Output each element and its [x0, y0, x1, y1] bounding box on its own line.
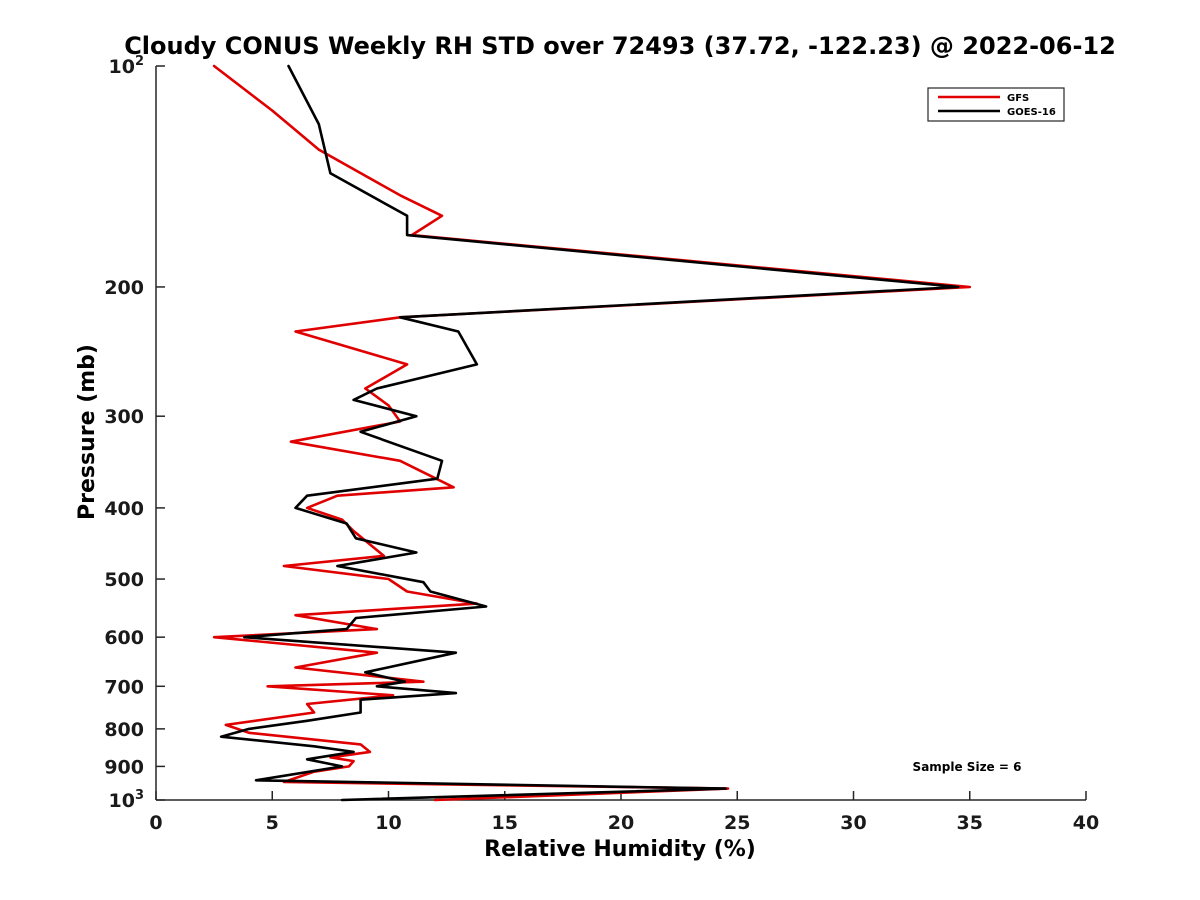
x-tick-label: 35 [957, 812, 983, 834]
sample-size-annotation: Sample Size = 6 [913, 760, 1022, 774]
chart-title: Cloudy CONUS Weekly RH STD over 72493 (3… [124, 32, 1116, 60]
x-tick-label: 25 [724, 812, 750, 834]
legend-label: GOES-16 [1007, 107, 1056, 118]
y-tick-label: 200 [104, 277, 144, 299]
y-tick-label: 103 [109, 788, 145, 812]
y-tick-label: 800 [104, 719, 144, 741]
y-tick-label: 400 [104, 498, 144, 520]
y-tick-label: 600 [104, 627, 144, 649]
x-tick-label: 20 [608, 812, 634, 834]
x-axis-label: Relative Humidity (%) [484, 837, 756, 862]
y-axis-label: Pressure (mb) [75, 344, 100, 520]
series-line-gfs [212, 64, 972, 802]
x-tick-label: 40 [1073, 812, 1099, 834]
series-line-goes-16 [219, 64, 960, 802]
y-tick-label: 102 [109, 54, 145, 78]
x-tick-label: 0 [149, 812, 162, 834]
y-tick-label: 900 [104, 756, 144, 778]
y-tick-label: 700 [104, 676, 144, 698]
legend-box [927, 87, 1065, 122]
plot-area: 0 5 10 15 20 25 30 35 40 102 200 300 400 500 600 700 800… [104, 54, 1099, 834]
x-tick-label: 30 [840, 812, 866, 834]
y-tick-label: 300 [104, 406, 144, 428]
x-tick-label: 15 [492, 812, 518, 834]
x-tick-label: 10 [375, 812, 401, 834]
y-tick-label: 500 [104, 569, 144, 591]
x-tick-label: 5 [266, 812, 279, 834]
legend-label: GFS [1007, 93, 1029, 104]
